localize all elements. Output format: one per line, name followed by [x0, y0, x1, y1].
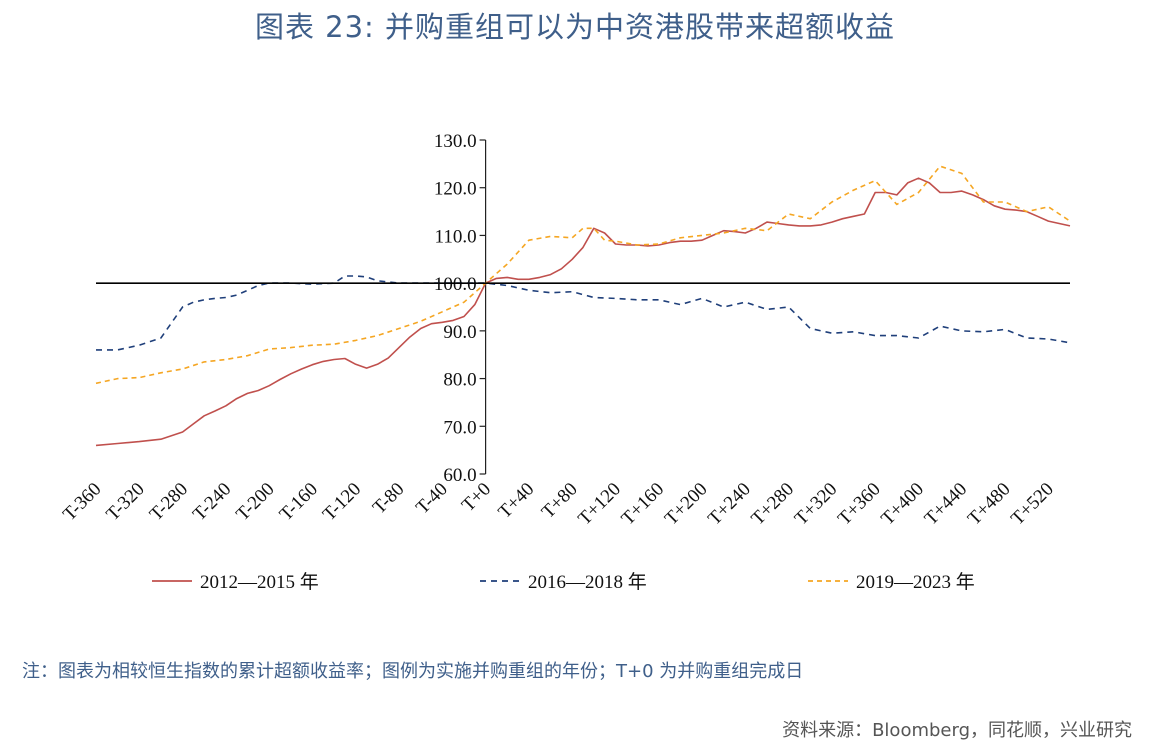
x-tick-label: T+280: [747, 479, 798, 530]
y-axis: 130.0 120.0 110.0 100.0 90.0 80.0 70.0 60.0: [434, 131, 487, 486]
x-tick-label: T-280: [146, 479, 192, 525]
y-tick-label: 70.0: [443, 417, 476, 438]
x-tick-label: T-240: [189, 479, 235, 525]
footnote: 注：图表为相较恒生指数的累计超额收益率；图例为实施并购重组的年份；T+0 为并购…: [22, 661, 804, 682]
x-tick-label: T-160: [276, 479, 322, 525]
legend-label-2: 2016—2018 年: [528, 571, 647, 593]
x-tick-label: T+360: [834, 479, 885, 530]
series-line-1: [95, 177, 1071, 447]
y-tick-label: 120.0: [434, 179, 477, 200]
x-tick-label: T-120: [319, 479, 365, 525]
source-citation: 资料来源：Bloomberg，同花顺，兴业研究: [782, 720, 1132, 741]
y-tick-label: 60.0: [443, 465, 476, 486]
series-line-3: [95, 165, 1071, 385]
x-tick-label: T+120: [574, 479, 625, 530]
x-tick-label: T+240: [704, 479, 755, 530]
x-tick-label: T-80: [369, 479, 409, 519]
x-tick-label: T+480: [964, 479, 1015, 530]
y-tick-label: 80.0: [443, 370, 476, 391]
x-tick-label: T+160: [618, 479, 669, 530]
x-tick-label: T+320: [791, 479, 842, 530]
x-tick-label: T+440: [921, 479, 972, 530]
x-tick-label: T-200: [232, 479, 278, 525]
chart-title: 图表 23: 并购重组可以为中资港股带来超额收益: [254, 10, 896, 44]
x-tick-label: T+400: [877, 479, 928, 530]
legend-label-1: 2012—2015 年: [200, 571, 319, 593]
series-line-2: [96, 275, 1071, 351]
y-tick-label: 110.0: [435, 226, 477, 247]
x-tick-label: T+520: [1007, 479, 1058, 530]
x-tick-label: T-360: [59, 479, 105, 525]
legend-label-3: 2019—2023 年: [856, 571, 975, 593]
y-tick-label: 100.0: [434, 274, 477, 295]
series-layer: [95, 165, 1071, 447]
x-tick-label: T+40: [494, 479, 538, 523]
y-tick-label: 90.0: [443, 322, 476, 343]
y-tick-label: 130.0: [434, 131, 477, 152]
x-tick-label: T+200: [661, 479, 712, 530]
legend: 2012—2015 年 2016—2018 年 2019—2023 年: [152, 571, 975, 593]
x-tick-label: T-320: [102, 479, 148, 525]
